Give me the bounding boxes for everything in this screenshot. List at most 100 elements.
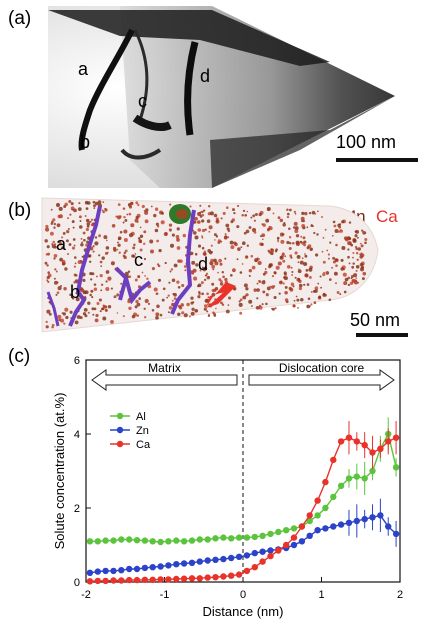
data-point-zn [228,555,234,561]
data-point-al [150,538,156,544]
data-point-zn [102,568,108,574]
data-point-zn [314,527,320,533]
panel-b: (b) Al Zn Mn Ca a b c d 50 nm [8,198,408,337]
legend-marker [117,413,123,419]
data-point-al [283,527,289,533]
data-point-al [110,537,116,543]
data-point-ca [212,574,218,580]
y-tick-label: 2 [74,503,80,515]
concentration-chart: -2 -1 0 1 2 0 2 4 6 Distance (nm) Solute concentra… [52,355,403,619]
data-point-ca [338,438,344,444]
data-point-zn [244,552,250,558]
data-point-zn [205,557,211,563]
data-point-al [322,505,328,511]
data-point-zn [165,562,171,568]
data-point-al [142,537,148,543]
data-point-ca [102,578,108,584]
data-point-ca [314,497,320,503]
data-point-al [181,538,187,544]
data-point-ca [236,571,242,577]
data-point-al [236,534,242,540]
data-point-ca [142,577,148,583]
data-point-ca [126,577,132,583]
data-point-zn [236,554,242,560]
data-point-al [252,534,258,540]
data-point-zn [150,564,156,570]
data-point-zn [299,538,305,544]
x-tick-label: 0 [240,589,246,601]
data-point-zn [267,547,273,553]
data-point-ca [157,576,163,582]
data-point-al [259,533,265,539]
data-point-ca [134,577,140,583]
data-point-ca [244,568,250,574]
data-point-al [244,534,250,540]
data-point-zn [173,561,179,567]
data-point-ca [205,574,211,580]
data-point-ca [165,576,171,582]
data-point-al [314,512,320,518]
x-tick-label: 1 [318,589,324,601]
data-point-ca [173,576,179,582]
data-point-ca [354,438,360,444]
apt-label-c: c [134,250,143,270]
y-tick-label: 4 [74,429,80,441]
apt-label-b: b [70,282,80,302]
panel-c-letter: (c) [8,346,30,367]
data-point-zn [118,567,124,573]
data-point-ca [95,578,101,584]
data-point-zn [189,560,195,566]
data-point-zn [110,568,116,574]
data-point-ca [299,523,305,529]
data-point-ca [377,446,383,452]
tem-label-a: a [78,59,89,79]
panel-a-letter: (a) [8,8,31,29]
data-point-ca [189,575,195,581]
apt-label-d: d [198,254,208,274]
data-point-zn [157,563,163,569]
data-point-zn [369,514,375,520]
data-point-zn [134,566,140,572]
data-point-al [102,537,108,543]
data-point-zn [346,520,352,526]
data-point-zn [126,566,132,572]
data-point-zn [291,542,297,548]
apt-label-a: a [56,234,67,254]
data-point-zn [220,556,226,562]
data-point-zn [212,557,218,563]
data-point-ca [369,449,375,455]
data-point-zn [181,560,187,566]
plot-frame [86,360,400,582]
data-point-al [157,539,163,545]
data-point-ca [322,479,328,485]
data-point-ca [197,575,203,581]
data-point-al [118,536,124,542]
core-annotation: Dislocation core [279,361,365,375]
data-point-ca [330,457,336,463]
data-point-ca [87,578,93,584]
x-axis-label: Distance (nm) [203,604,284,619]
data-point-ca [307,512,313,518]
legend-marker [117,441,123,447]
tem-label-c: c [138,91,147,111]
data-point-zn [393,531,399,537]
scale-bar-a-label: 100 nm [336,132,396,152]
data-point-al [291,525,297,531]
legend-label-al: Al [136,411,146,423]
data-point-al [134,537,140,543]
data-point-zn [338,521,344,527]
data-point-ca [385,438,391,444]
matrix-annotation: Matrix [148,361,181,375]
data-point-zn [252,550,258,556]
tem-label-d: d [200,66,210,86]
data-point-ca [259,558,265,564]
legend-label-zn: Zn [136,425,149,437]
data-point-ca [362,442,368,448]
data-point-ca [252,564,258,570]
data-point-al [189,537,195,543]
data-point-al [87,538,93,544]
apt-reconstruction: a b c d [42,198,378,332]
data-point-ca [291,534,297,540]
legend-marker [117,427,123,433]
